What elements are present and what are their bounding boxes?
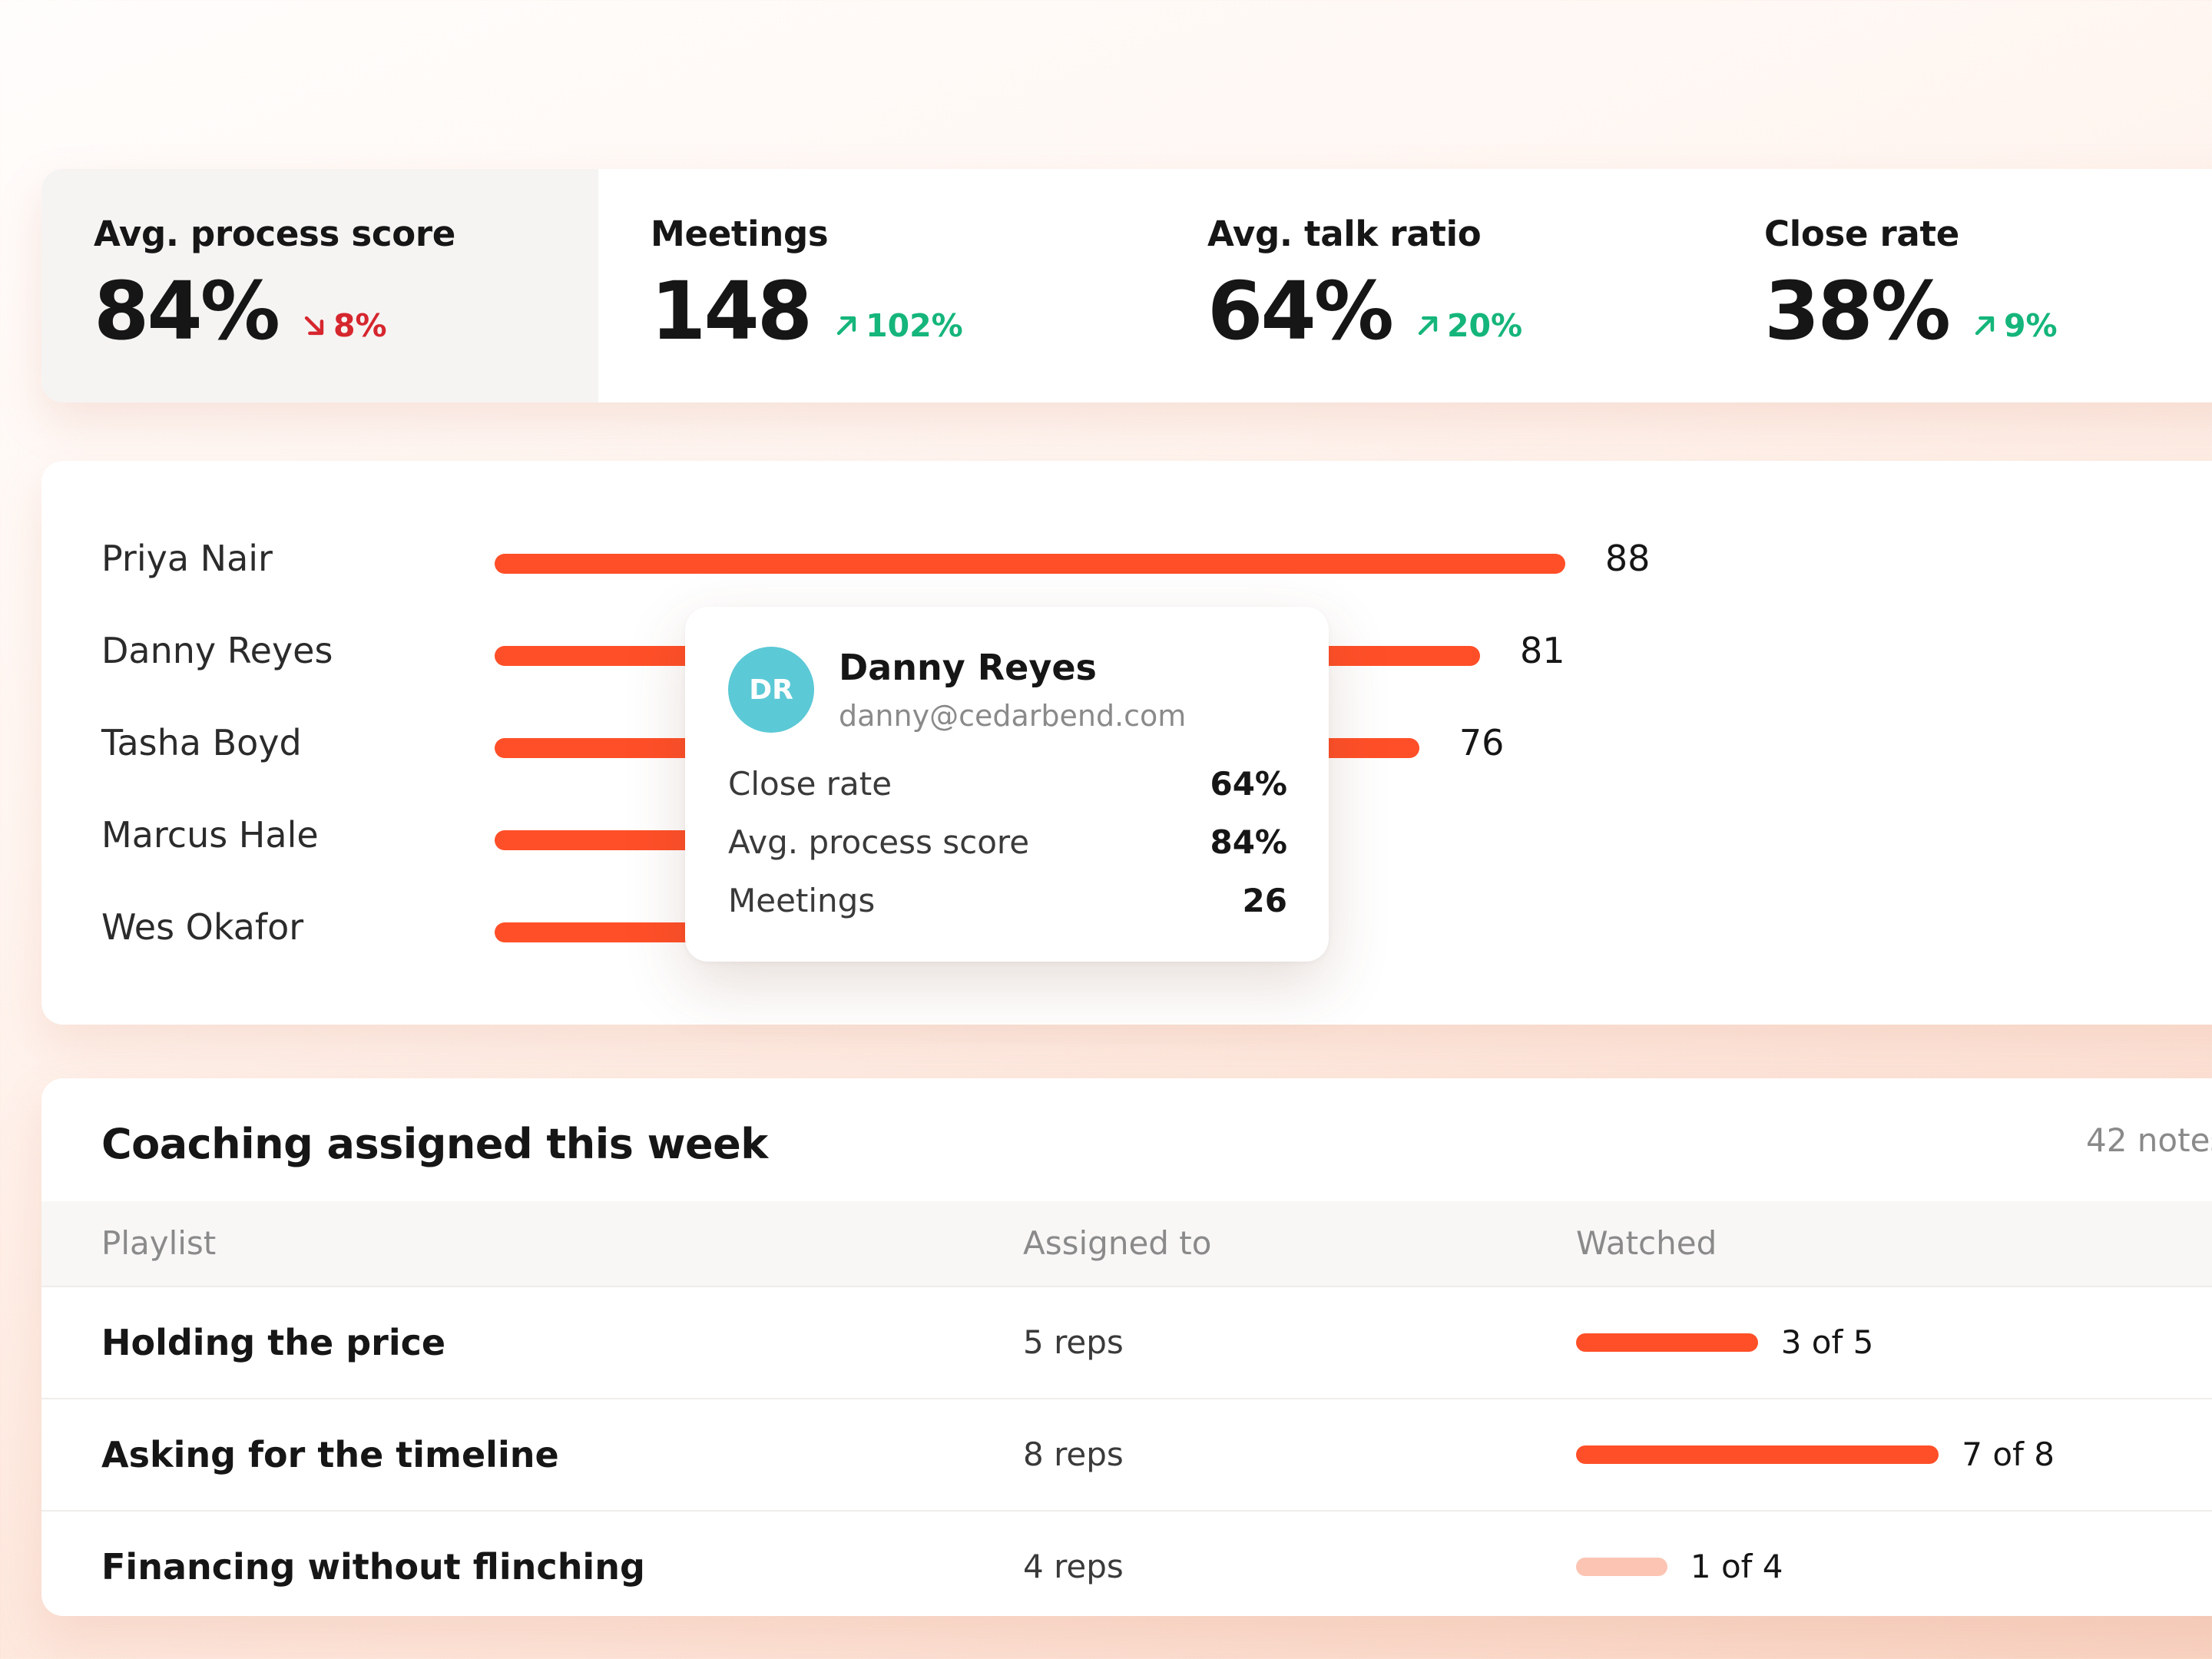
tooltip-stat-label: Avg. process score [728, 823, 1030, 861]
table-row[interactable]: Holding the price 5 reps 3 of 5 [41, 1287, 2212, 1399]
table-header: Playlist Assigned to Watched [41, 1201, 2212, 1287]
kpi-value: 38% [1764, 264, 1951, 358]
kpi-delta-value: 9% [2003, 307, 2058, 344]
kpi-card-close-rate[interactable]: Close rate 38% 9% [1712, 169, 2212, 402]
kpi-label: Avg. talk ratio [1207, 214, 1482, 254]
kpi-card-talk-ratio[interactable]: Avg. talk ratio 64% 20% [1155, 169, 1712, 402]
rep-score-bar[interactable] [495, 554, 1565, 574]
playlist-name[interactable]: Asking for the timeline [101, 1434, 559, 1475]
kpi-card-meetings[interactable]: Meetings 148 102% [598, 169, 1155, 402]
assigned-count: 4 reps [1023, 1548, 1124, 1585]
column-header-watched[interactable]: Watched [1576, 1224, 1717, 1262]
tooltip-stat-row: Close rate 64% [728, 765, 1287, 803]
kpi-strip: Avg. process score 84% 8% Meetings 148 1… [41, 169, 2212, 402]
kpi-delta-value: 20% [1446, 307, 1523, 344]
kpi-delta: 8% [301, 307, 387, 344]
rep-name: Priya Nair [101, 538, 273, 579]
kpi-value: 148 [651, 264, 813, 358]
watched-count: 1 of 4 [1690, 1548, 1783, 1585]
watched-progress-bar [1576, 1445, 1939, 1464]
rep-name: Tasha Boyd [101, 722, 302, 763]
tooltip-stat-value: 26 [1242, 882, 1287, 919]
arrow-up-right-icon [1975, 316, 1995, 336]
rep-name: Danny Reyes [101, 630, 333, 671]
kpi-label: Close rate [1764, 214, 1959, 254]
kpi-delta-value: 102% [866, 307, 963, 344]
rep-name: Wes Okafor [101, 906, 304, 948]
tooltip-rep-name: Danny Reyes [839, 647, 1097, 688]
kpi-delta-value: 8% [333, 307, 387, 344]
tooltip-rep-email: danny@cedarbend.com [839, 699, 1187, 733]
assigned-count: 5 reps [1023, 1323, 1124, 1361]
table-row[interactable]: Financing without flinching 4 reps 1 of … [41, 1512, 2212, 1616]
rep-name: Marcus Hale [101, 814, 319, 856]
rep-score: 76 [1459, 722, 1505, 763]
rep-score: 81 [1520, 630, 1565, 671]
column-header-playlist[interactable]: Playlist [101, 1224, 217, 1262]
arrow-up-right-icon [1418, 316, 1438, 336]
tooltip-stat-label: Meetings [728, 882, 876, 919]
kpi-card-process-score[interactable]: Avg. process score 84% 8% [41, 169, 598, 402]
rep-score: 88 [1604, 538, 1651, 579]
assigned-count: 8 reps [1023, 1435, 1124, 1473]
tooltip-stat-row: Avg. process score 84% [728, 823, 1287, 861]
kpi-delta: 9% [1972, 307, 2058, 344]
arrow-down-right-icon [304, 316, 324, 336]
arrow-up-right-icon [836, 316, 856, 336]
kpi-delta: 20% [1415, 307, 1522, 344]
watched-progress-bar [1576, 1333, 1758, 1352]
kpi-label: Meetings [651, 214, 829, 254]
coaching-card: Coaching assigned this week 42 notes Pla… [41, 1078, 2212, 1616]
kpi-value: 84% [94, 264, 280, 358]
avatar: DR [728, 647, 814, 733]
watched-progress-bar [1576, 1558, 1667, 1576]
rep-row[interactable]: Priya Nair 88 [41, 535, 1885, 581]
kpi-label: Avg. process score [94, 214, 455, 254]
kpi-value: 64% [1207, 264, 1394, 358]
playlist-name[interactable]: Holding the price [101, 1322, 446, 1363]
table-row[interactable]: Asking for the timeline 8 reps 7 of 8 [41, 1399, 2212, 1512]
kpi-delta: 102% [833, 307, 963, 344]
rep-tooltip: DR Danny Reyes danny@cedarbend.com Close… [685, 607, 1329, 962]
tooltip-stat-value: 64% [1210, 765, 1287, 803]
coaching-title: Coaching assigned this week [101, 1120, 768, 1168]
playlist-name[interactable]: Financing without flinching [101, 1546, 645, 1588]
column-header-assigned[interactable]: Assigned to [1023, 1224, 1212, 1262]
tooltip-stat-row: Meetings 26 [728, 882, 1287, 919]
tooltip-stat-label: Close rate [728, 765, 892, 803]
watched-count: 3 of 5 [1780, 1323, 1874, 1361]
tooltip-stat-value: 84% [1210, 823, 1287, 861]
watched-count: 7 of 8 [1962, 1435, 2055, 1473]
notes-count[interactable]: 42 notes [2086, 1121, 2212, 1159]
